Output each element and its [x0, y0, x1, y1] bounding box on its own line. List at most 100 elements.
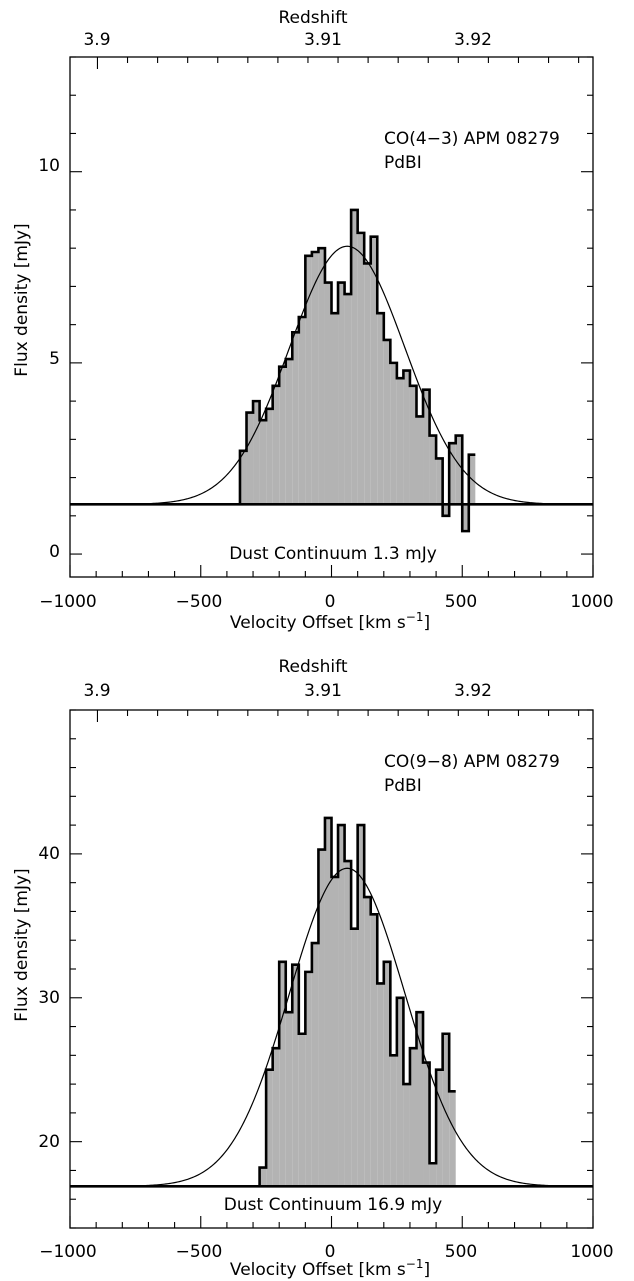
- redshift-axis-title-bottom: Redshift: [278, 657, 347, 677]
- histogram-bar-top-8: [292, 332, 299, 505]
- y-axis-title-bottom: Flux density [mJy]: [12, 868, 32, 1021]
- histogram-bar-bottom-9: [318, 849, 325, 1187]
- x-axis-title-sup-top: −1: [406, 610, 424, 624]
- histogram-bar-top-12: [318, 248, 325, 505]
- histogram-bar-bottom-28: [442, 1033, 450, 1187]
- histogram-bar-bottom-4: [285, 1012, 293, 1187]
- y-tick-label-10-top: 10: [38, 156, 60, 176]
- histogram-bar-top-18: [357, 232, 365, 505]
- annotation-line2-top: PdBI: [384, 153, 422, 173]
- histogram-bar-bottom-17: [370, 914, 378, 1187]
- histogram-bar-top-15: [338, 282, 345, 505]
- histogram-bar-bottom-15: [357, 825, 365, 1187]
- histogram-bar-top-27: [416, 416, 424, 505]
- y-tick-label-0-top: 0: [49, 542, 60, 562]
- histogram-bar-top-11: [311, 252, 319, 505]
- histogram-bar-bottom-23: [409, 1048, 417, 1187]
- plot-area-top: [69, 56, 594, 577]
- x-axis-title-main-bottom: Velocity Offset [km s: [230, 1260, 406, 1280]
- histogram-bar-bottom-21: [396, 997, 404, 1187]
- histogram-bar-top-2: [253, 401, 260, 505]
- redshift-tick-label-3-91-bottom: 3.91: [304, 681, 342, 701]
- y-tick-label-5-top: 5: [49, 349, 60, 369]
- histogram-bar-top-3: [259, 420, 267, 505]
- histogram-bar-bottom-5: [292, 964, 299, 1187]
- x-axis-title-end-top: ]: [423, 613, 430, 633]
- annotation-line1-top: CO(4−3) APM 08279: [384, 129, 560, 149]
- histogram-bar-bottom-19: [383, 961, 391, 1187]
- histogram-bar-bottom-2: [272, 1048, 280, 1187]
- redshift-tick-label-3-9-bottom: 3.9: [83, 681, 110, 701]
- redshift-tick-label-3-92-top: 3.92: [454, 30, 492, 50]
- histogram-bar-bottom-27: [436, 1069, 443, 1187]
- histogram-bar-top-19: [364, 263, 371, 505]
- histogram-bar-bottom-10: [324, 817, 332, 1187]
- histogram-bar-bottom-24: [416, 1012, 424, 1187]
- histogram-bar-bottom-0: [259, 1167, 267, 1187]
- histogram-bar-bottom-3: [279, 961, 286, 1187]
- gaussian-fit-top: [70, 245, 593, 505]
- redshift-axis-title-top: Redshift: [278, 8, 347, 28]
- x-tick-label-500-top: 500: [445, 592, 477, 612]
- histogram-bar-bottom-16: [364, 897, 371, 1187]
- histogram-bar-bottom-12: [338, 825, 345, 1187]
- histogram-bar-top-5: [272, 385, 280, 505]
- x-tick-label-neg500-top: −500: [176, 592, 223, 612]
- histogram-bar-bottom-20: [390, 1055, 397, 1187]
- chart-panel-bottom: Redshift 3.9 3.91 3.92 CO(9−8) APM 08279…: [12, 657, 614, 1280]
- plot-area-bottom: [69, 709, 594, 1229]
- histogram-bar-bottom-14: [351, 928, 358, 1187]
- x-tick-label-0-top: 0: [325, 592, 336, 612]
- continuum-label-top: Dust Continuum 1.3 mJy: [229, 544, 437, 564]
- x-axis-title-main-top: Velocity Offset [km s: [230, 613, 406, 633]
- histogram-bar-top-28: [423, 389, 430, 505]
- histogram-bar-bottom-6: [298, 1033, 306, 1187]
- histogram-bar-bottom-1: [266, 1069, 273, 1187]
- annotation-line2-bottom: PdBI: [384, 776, 422, 796]
- histogram-bar-bottom-8: [311, 943, 319, 1187]
- y-tick-label-20-bottom: 20: [38, 1132, 60, 1152]
- redshift-tick-label-3-92-bottom: 3.92: [454, 681, 492, 701]
- y-tick-label-40-bottom: 40: [38, 844, 60, 864]
- x-axis-title-bottom: Velocity Offset [km s−1]: [230, 1257, 430, 1280]
- histogram-bar-top-13: [324, 282, 332, 505]
- histogram-outline-bottom: [258, 816, 456, 1187]
- histogram-bar-bottom-18: [377, 983, 384, 1187]
- histogram-bar-top-0: [239, 450, 247, 505]
- histogram-bar-bottom-22: [403, 1084, 410, 1187]
- plot-frame-top: [69, 56, 594, 578]
- chart-panel-top: Redshift 3.9 3.91 3.92 CO(4−3) APM 08279…: [12, 8, 614, 633]
- histogram-bar-bottom-13: [344, 861, 352, 1187]
- plot-frame-bottom: [69, 709, 594, 1229]
- histogram-bar-top-25: [403, 370, 410, 505]
- histogram-bar-top-6: [279, 366, 286, 505]
- histogram-bar-top-34: [462, 504, 469, 532]
- continuum-label-bottom: Dust Continuum 16.9 mJy: [224, 1195, 442, 1215]
- histogram-bar-top-7: [285, 359, 293, 505]
- histogram-bar-top-21: [377, 313, 384, 505]
- redshift-tick-label-3-9-top: 3.9: [83, 30, 110, 50]
- histogram-bar-top-32: [449, 443, 456, 505]
- redshift-tick-label-3-91-top: 3.91: [304, 30, 342, 50]
- histogram-bar-top-31: [442, 504, 450, 516]
- histogram-bar-bottom-26: [429, 1163, 437, 1187]
- histogram-bar-bottom-25: [423, 1062, 430, 1187]
- histogram-bar-top-4: [266, 408, 273, 505]
- histogram-bar-top-1: [246, 412, 254, 505]
- histogram-bar-top-33: [455, 435, 463, 505]
- x-tick-label-0-bottom: 0: [325, 1242, 336, 1262]
- x-axis-title-end-bottom: ]: [423, 1260, 430, 1280]
- x-tick-label-1000-top: 1000: [570, 592, 613, 612]
- x-tick-label-1000-bottom: 1000: [570, 1242, 613, 1262]
- x-axis-title-sup-bottom: −1: [406, 1257, 424, 1271]
- histogram-bar-top-23: [390, 362, 397, 505]
- histogram-bar-top-20: [370, 236, 378, 505]
- histogram-bar-top-29: [429, 435, 437, 505]
- histogram-bar-bottom-29: [449, 1091, 456, 1187]
- x-tick-label-neg500-bottom: −500: [176, 1242, 223, 1262]
- x-tick-label-neg1000-top: −1000: [39, 592, 97, 612]
- histogram-bar-top-14: [331, 313, 339, 505]
- histogram-bar-top-24: [396, 378, 404, 505]
- histogram-bar-top-22: [383, 339, 391, 505]
